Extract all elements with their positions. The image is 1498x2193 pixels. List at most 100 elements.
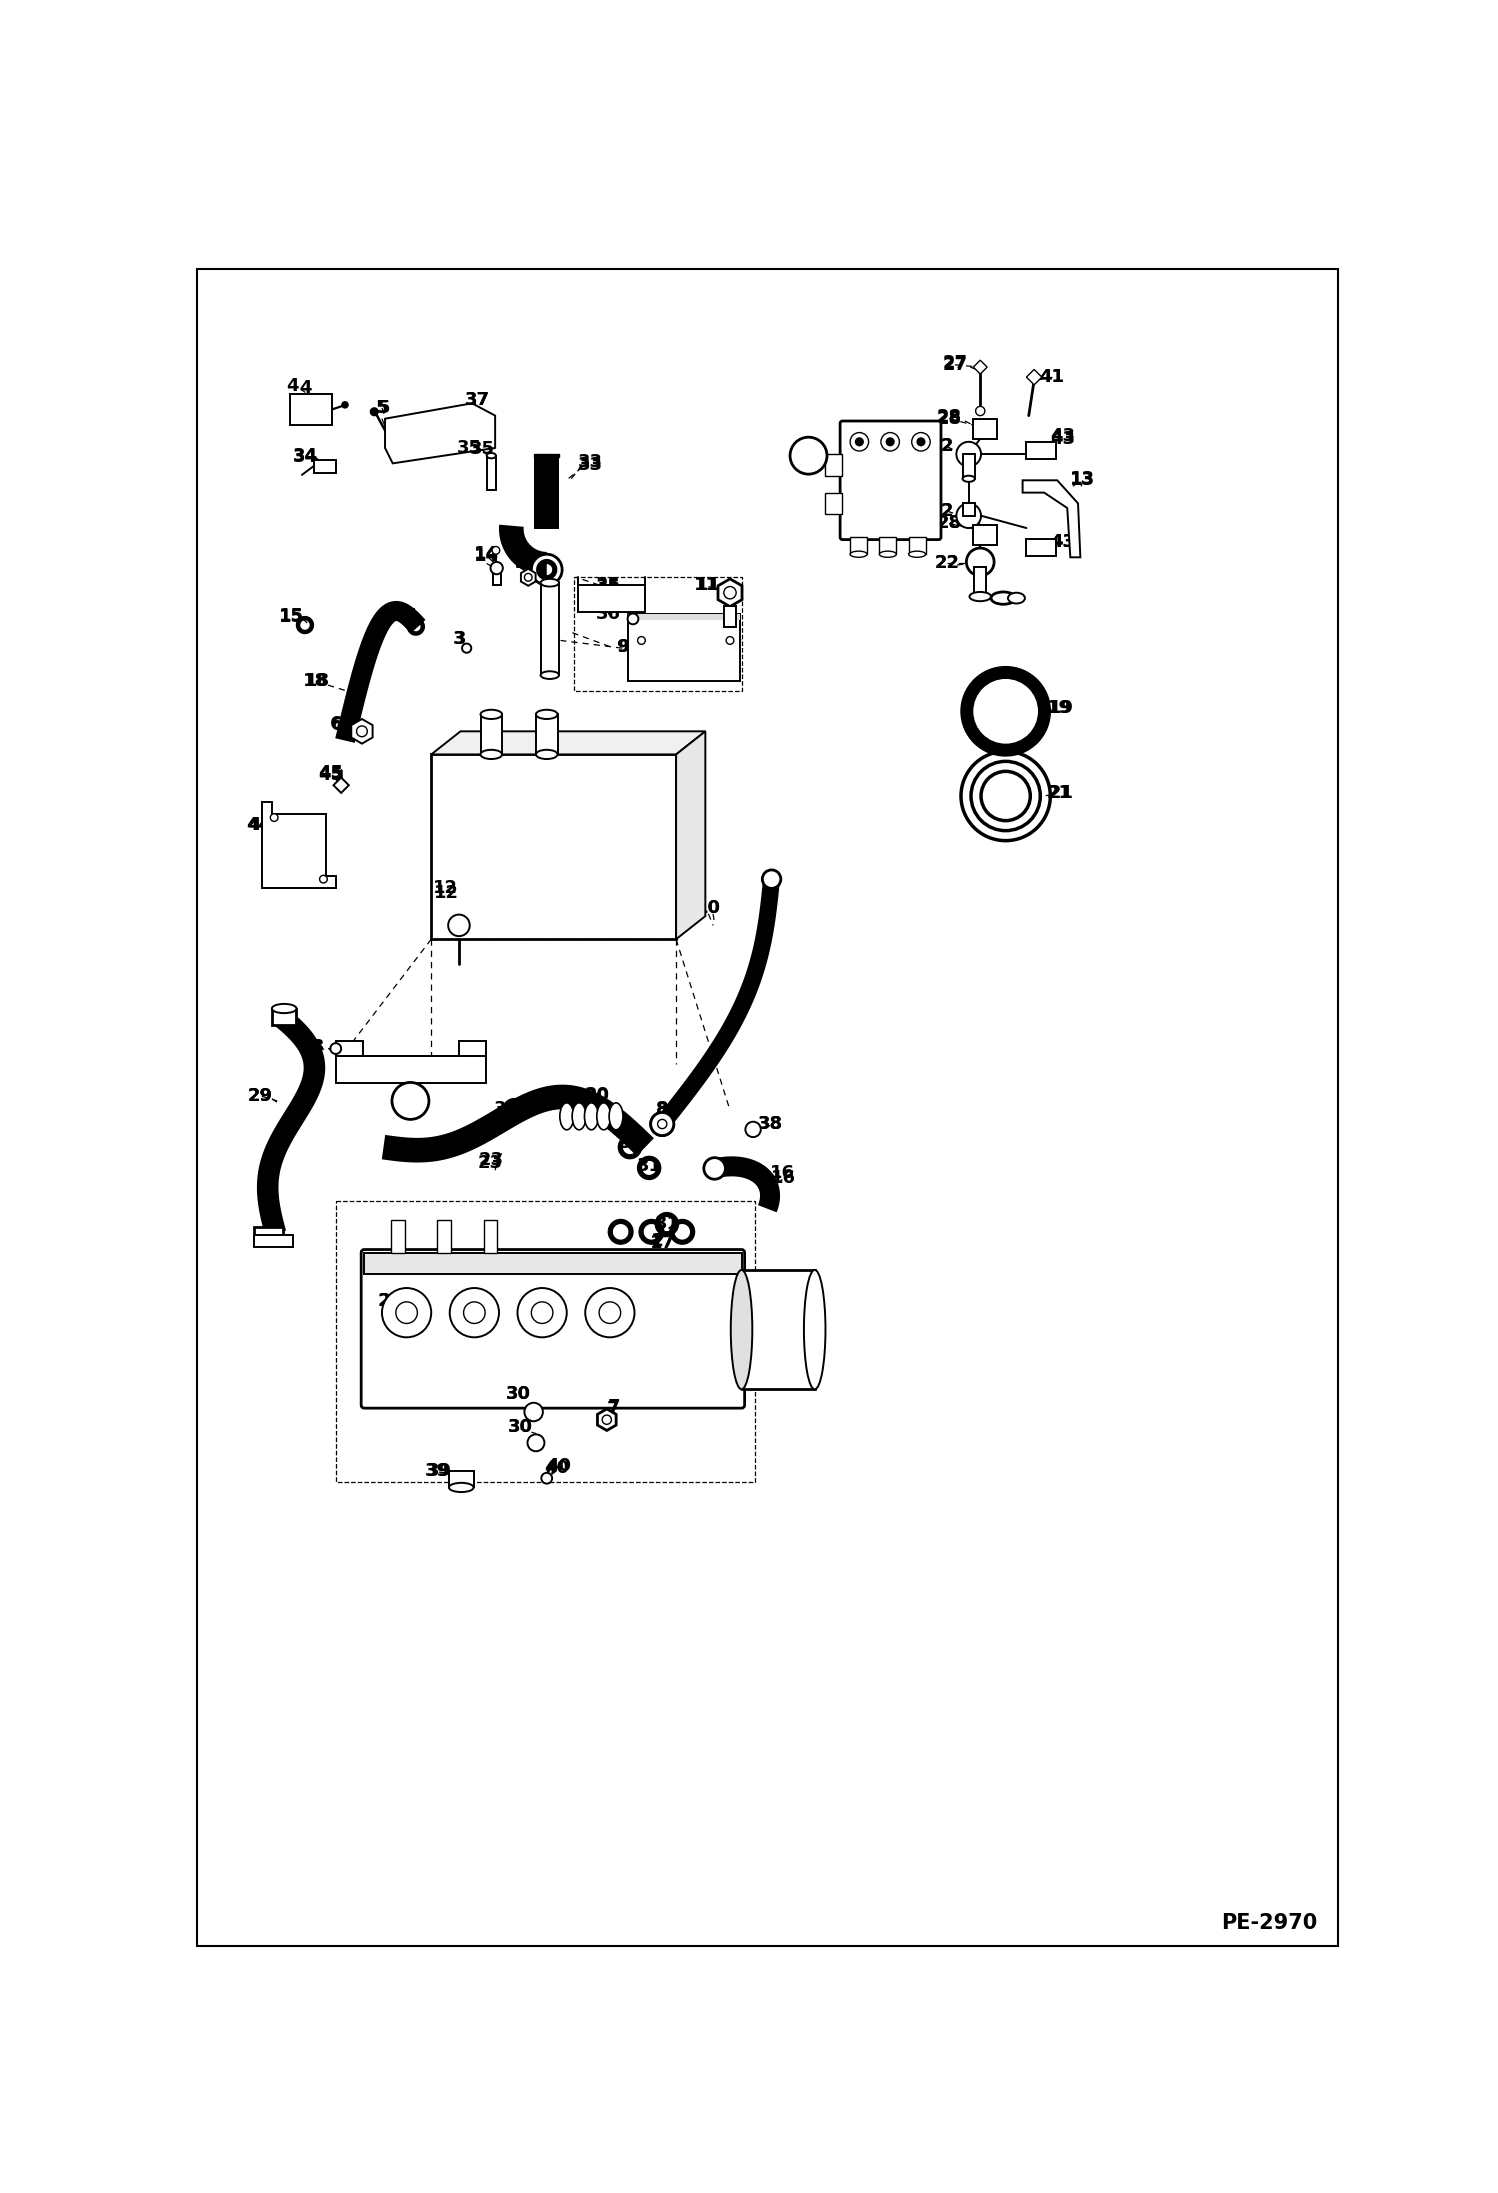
Text: 19: 19 <box>1049 700 1074 717</box>
Text: 20: 20 <box>586 1088 610 1105</box>
Text: 2: 2 <box>941 502 953 520</box>
Text: 13: 13 <box>1070 469 1095 487</box>
Text: 30: 30 <box>508 1419 533 1436</box>
Circle shape <box>357 726 367 737</box>
Text: 14: 14 <box>475 546 499 564</box>
Circle shape <box>541 1474 553 1485</box>
Bar <box>972 524 998 546</box>
Bar <box>541 583 559 675</box>
Text: 40: 40 <box>544 1458 569 1478</box>
Ellipse shape <box>596 1103 611 1129</box>
Circle shape <box>461 643 472 654</box>
Text: 28: 28 <box>936 515 962 533</box>
Text: 4: 4 <box>286 377 300 395</box>
Polygon shape <box>385 404 496 463</box>
Circle shape <box>602 1414 611 1423</box>
Text: 41: 41 <box>1040 368 1065 386</box>
Ellipse shape <box>992 592 1016 605</box>
Bar <box>972 419 998 439</box>
Circle shape <box>724 586 736 599</box>
Text: 7: 7 <box>608 1397 620 1417</box>
Circle shape <box>650 1112 674 1136</box>
Text: 26: 26 <box>514 553 539 570</box>
Circle shape <box>650 1112 674 1136</box>
Text: 41: 41 <box>1040 368 1065 386</box>
Text: 9: 9 <box>616 638 629 656</box>
Text: 11: 11 <box>697 577 721 594</box>
Text: 35: 35 <box>457 439 482 456</box>
Polygon shape <box>535 454 559 529</box>
Circle shape <box>527 1434 544 1452</box>
Text: 18: 18 <box>303 671 328 689</box>
Text: 19: 19 <box>1047 700 1073 717</box>
Text: 24: 24 <box>379 1292 403 1309</box>
Text: 35: 35 <box>596 577 620 596</box>
Circle shape <box>524 575 532 581</box>
Text: 3: 3 <box>310 1037 322 1057</box>
Text: 29: 29 <box>247 1088 273 1105</box>
Text: 22: 22 <box>935 555 960 572</box>
Bar <box>963 504 975 515</box>
Circle shape <box>975 406 984 417</box>
Text: 15: 15 <box>279 607 304 627</box>
Text: 36: 36 <box>596 605 620 623</box>
Text: 44: 44 <box>246 816 271 833</box>
Text: 11: 11 <box>695 577 719 594</box>
Bar <box>336 1042 363 1057</box>
Polygon shape <box>713 1156 780 1213</box>
Text: 43: 43 <box>1050 428 1076 445</box>
Bar <box>449 1472 473 1487</box>
Circle shape <box>638 636 646 645</box>
Bar <box>963 454 975 478</box>
Ellipse shape <box>909 550 926 557</box>
Bar <box>484 1219 497 1252</box>
Text: 33: 33 <box>577 452 602 471</box>
Text: 15: 15 <box>392 607 418 625</box>
Bar <box>481 715 502 754</box>
Text: 4: 4 <box>298 379 312 397</box>
Bar <box>578 586 646 612</box>
Circle shape <box>658 1118 667 1129</box>
Text: 34: 34 <box>292 447 318 465</box>
Text: 2: 2 <box>941 502 953 520</box>
Ellipse shape <box>536 750 557 759</box>
Bar <box>974 568 986 596</box>
Text: 29: 29 <box>247 1088 273 1105</box>
Text: 17: 17 <box>650 1235 674 1252</box>
Text: 36: 36 <box>596 594 620 612</box>
Text: 14: 14 <box>475 546 499 566</box>
Circle shape <box>319 875 327 884</box>
Text: 16: 16 <box>770 1164 795 1182</box>
Text: 28: 28 <box>936 515 962 533</box>
Bar <box>1026 441 1056 458</box>
Text: 34: 34 <box>292 447 318 467</box>
Circle shape <box>855 439 863 445</box>
Circle shape <box>912 432 930 452</box>
Text: 25: 25 <box>440 1061 466 1079</box>
Circle shape <box>532 1303 553 1322</box>
Text: 3: 3 <box>454 629 467 647</box>
Circle shape <box>524 1404 542 1421</box>
Text: 27: 27 <box>942 355 968 373</box>
Ellipse shape <box>487 454 496 458</box>
Polygon shape <box>1023 480 1080 557</box>
Text: 32: 32 <box>370 1061 394 1079</box>
Bar <box>742 1270 815 1388</box>
Circle shape <box>449 1287 499 1338</box>
Text: 20: 20 <box>586 1086 610 1103</box>
Ellipse shape <box>731 1270 752 1390</box>
Text: 42: 42 <box>812 454 836 471</box>
Circle shape <box>331 1044 342 1055</box>
Text: 31: 31 <box>494 1099 520 1118</box>
Bar <box>628 614 740 682</box>
Text: 21: 21 <box>1047 783 1073 803</box>
Ellipse shape <box>572 1103 586 1129</box>
Polygon shape <box>676 730 706 939</box>
Bar <box>364 1252 742 1274</box>
Circle shape <box>762 871 780 888</box>
Text: A: A <box>403 1092 418 1110</box>
Ellipse shape <box>879 550 896 557</box>
Text: 37: 37 <box>464 390 490 410</box>
Text: 43: 43 <box>1050 430 1076 447</box>
Text: 28: 28 <box>936 408 962 425</box>
